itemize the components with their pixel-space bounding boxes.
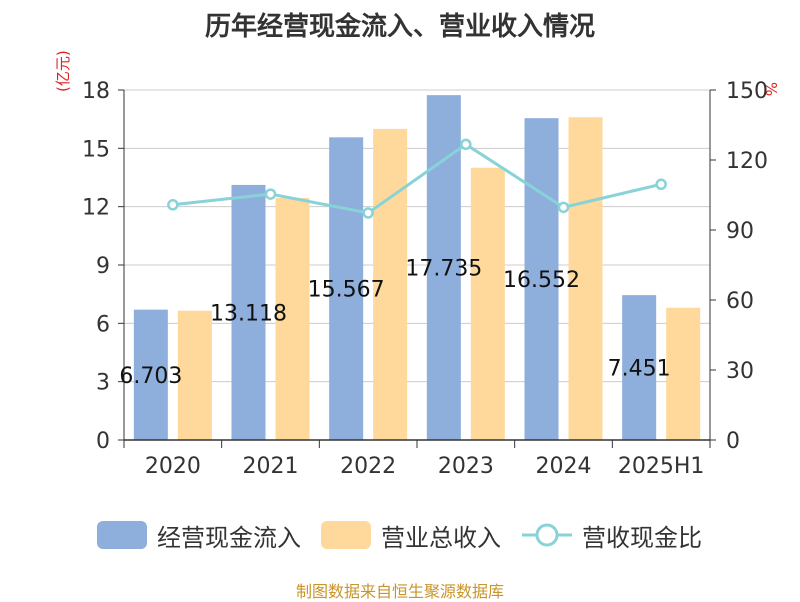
bar-revenue — [470, 167, 505, 440]
legend-label-ratio: 营收现金比 — [582, 523, 702, 552]
right-tick-label: 0 — [726, 429, 740, 454]
x-tick-label: 2025H1 — [618, 454, 705, 479]
ratio-line — [167, 138, 667, 219]
bar-cash-inflow — [231, 184, 266, 440]
ratio-point — [264, 188, 277, 200]
bar-revenue — [666, 307, 701, 440]
source-note: 制图数据来自恒生聚源数据库 — [295, 582, 504, 601]
bar-cash-inflow — [329, 137, 364, 440]
data-label: 6.703 — [119, 364, 182, 389]
x-tick-label: 2021 — [243, 454, 299, 479]
left-tick-label: 15 — [82, 137, 110, 162]
right-tick-label: 60 — [726, 289, 754, 314]
legend-label-revenue: 营业总收入 — [381, 523, 501, 552]
x-tick-label: 2023 — [438, 454, 494, 479]
legend-line-icon — [522, 523, 572, 547]
bar-revenue — [275, 197, 310, 440]
left-tick-label: 0 — [96, 429, 110, 454]
left-tick-label: 3 — [96, 371, 110, 396]
legend-item-revenue[interactable]: 营业总收入 — [321, 517, 501, 553]
legend-label-cash-inflow: 经营现金流入 — [157, 523, 301, 552]
data-label: 17.735 — [405, 257, 482, 282]
right-tick-label: 150 — [726, 79, 768, 104]
legend-swatch-revenue — [321, 521, 371, 549]
legend-swatch-cash-inflow — [97, 521, 147, 549]
left-tick-label: 12 — [82, 196, 110, 221]
ratio-point — [460, 138, 472, 151]
ratio-point — [655, 178, 667, 191]
data-label: 15.567 — [308, 278, 385, 303]
x-tick-label: 2022 — [340, 454, 396, 479]
legend-item-cash-inflow[interactable]: 经营现金流入 — [97, 517, 301, 553]
bars — [133, 95, 701, 441]
left-tick-label: 6 — [96, 312, 110, 337]
x-tick-label: 2024 — [536, 454, 592, 479]
axes: 0 3 6 9 12 15 18 0 30 60 90 120 150 2020 2021 2022 2023 2… — [82, 79, 768, 479]
left-tick-label: 18 — [82, 79, 110, 104]
data-label: 16.552 — [503, 268, 580, 293]
right-tick-label: 120 — [726, 149, 768, 174]
bar-cash-inflow — [133, 309, 168, 440]
left-tick-label: 9 — [96, 254, 110, 279]
data-label: 7.451 — [608, 357, 671, 382]
right-tick-label: 30 — [726, 359, 754, 384]
legend: 经营现金流入 营业总收入 营收现金比 — [0, 517, 800, 553]
data-labels: 6.703 13.118 15.567 17.735 16.552 7.451 — [119, 257, 670, 389]
bar-revenue — [568, 117, 603, 440]
ratio-point — [557, 201, 570, 214]
ratio-point — [362, 207, 374, 219]
right-tick-label: 90 — [726, 219, 754, 244]
bar-revenue — [177, 310, 212, 440]
bar-cash-inflow — [524, 118, 559, 441]
legend-item-ratio[interactable]: 营收现金比 — [522, 517, 702, 553]
bar-revenue — [373, 128, 408, 440]
bar-cash-inflow — [622, 295, 657, 440]
x-tick-label: 2020 — [145, 454, 201, 479]
ratio-polyline — [172, 142, 662, 215]
data-label: 13.118 — [210, 301, 287, 326]
chart-title: 历年经营现金流入、营业收入情况 — [204, 12, 595, 42]
ratio-point — [167, 199, 179, 211]
